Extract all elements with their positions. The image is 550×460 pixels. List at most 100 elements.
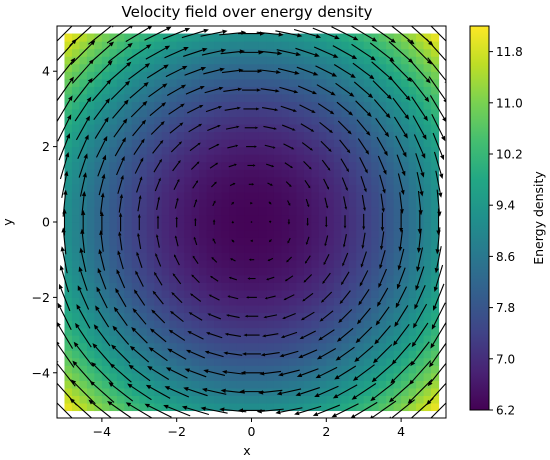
- heatmap-cell: [371, 244, 380, 253]
- quiver-arrow: [90, 60, 113, 83]
- heatmap-cell: [296, 139, 305, 148]
- quiver-arrow: [148, 83, 168, 98]
- heatmap-cell: [206, 116, 215, 125]
- heatmap-cell: [116, 176, 125, 185]
- heatmap-cell: [221, 176, 230, 185]
- heatmap-cell: [386, 78, 395, 87]
- heatmap-cell: [176, 161, 185, 170]
- heatmap-cell: [296, 320, 305, 329]
- heatmap-cell: [139, 56, 148, 65]
- heatmap-cell: [251, 222, 260, 231]
- quiver-arrow: [267, 182, 273, 186]
- quiver-arrow: [355, 326, 373, 344]
- heatmap-cell: [393, 169, 402, 178]
- heatmap-cell: [296, 327, 305, 336]
- heatmap-cell: [71, 335, 81, 344]
- heatmap-cell: [348, 357, 357, 366]
- heatmap-cell: [266, 365, 275, 374]
- heatmap-cell: [363, 342, 372, 351]
- heatmap-cell: [258, 71, 268, 80]
- quiver-arrow: [283, 294, 295, 301]
- quiver-arrow: [395, 286, 408, 309]
- heatmap-cell: [64, 342, 73, 351]
- quiver-arrow: [408, 58, 431, 84]
- heatmap-cell: [206, 380, 215, 389]
- heatmap-cell: [214, 335, 223, 344]
- heatmap-cell: [386, 380, 395, 389]
- heatmap-cell: [101, 214, 110, 223]
- heatmap-cell: [363, 78, 372, 87]
- heatmap-cell: [401, 41, 410, 50]
- heatmap-cell: [281, 93, 290, 102]
- heatmap-cell: [191, 357, 200, 366]
- heatmap-cell: [311, 124, 320, 133]
- heatmap-cell: [124, 184, 133, 193]
- quiver-arrow: [212, 219, 216, 225]
- heatmap-cell: [288, 214, 297, 223]
- heatmap-cell: [131, 154, 140, 163]
- heatmap-cell: [251, 206, 260, 216]
- heatmap-cell: [124, 267, 133, 276]
- quiver-arrow: [134, 157, 144, 174]
- heatmap-cell: [184, 161, 193, 170]
- heatmap-cell: [94, 380, 103, 389]
- quiver-arrow: [430, 402, 446, 418]
- heatmap-cell: [199, 184, 208, 193]
- heatmap-cell: [199, 169, 208, 178]
- heatmap-cell: [154, 297, 163, 306]
- heatmap-cell: [401, 229, 410, 238]
- heatmap-cell: [176, 206, 185, 216]
- heatmap-cell: [191, 222, 200, 231]
- heatmap-cell: [229, 108, 238, 118]
- colorbar-tick-label: 9.4: [496, 199, 515, 213]
- quiver-arrow: [189, 293, 202, 302]
- heatmap-cell: [318, 176, 327, 185]
- quiver-arrow: [332, 45, 358, 60]
- heatmap-cell: [79, 184, 88, 193]
- heatmap-cell: [124, 101, 133, 110]
- heatmap-cell: [221, 350, 230, 359]
- heatmap-cell: [378, 78, 387, 87]
- heatmap-cell: [79, 101, 88, 110]
- heatmap-cell: [281, 350, 290, 359]
- heatmap-cell: [266, 259, 275, 268]
- heatmap-cell: [386, 259, 395, 268]
- heatmap-cell: [356, 365, 365, 374]
- heatmap-cell: [86, 48, 95, 57]
- heatmap-cell: [318, 395, 327, 404]
- heatmap-cell: [393, 199, 402, 208]
- heatmap-cell: [206, 357, 215, 366]
- heatmap-cell: [281, 176, 290, 185]
- heatmap-cell: [236, 161, 245, 170]
- heatmap-cell: [184, 33, 193, 42]
- heatmap-cell: [266, 176, 275, 185]
- quiver-arrow: [377, 155, 387, 175]
- quiver-arrow: [267, 257, 274, 262]
- heatmap-cell: [206, 139, 215, 148]
- quiver-arrow: [413, 303, 428, 329]
- heatmap-cell: [311, 342, 320, 351]
- quiver-arrow: [279, 86, 299, 94]
- heatmap-cell: [356, 342, 365, 351]
- heatmap-cell: [109, 395, 118, 404]
- heatmap-cell: [79, 297, 88, 306]
- quiver-arrow: [168, 103, 185, 115]
- quiver-arrow: [302, 292, 314, 302]
- heatmap-cell: [423, 372, 432, 381]
- heatmap-cell: [161, 214, 170, 223]
- heatmap-cell: [86, 124, 95, 133]
- heatmap-cell: [326, 380, 335, 389]
- quiver-arrow: [226, 314, 240, 319]
- heatmap-cell: [131, 101, 140, 110]
- heatmap-cell: [311, 335, 320, 344]
- heatmap-cell: [378, 116, 387, 125]
- heatmap-cell: [214, 108, 223, 118]
- heatmap-cell: [371, 191, 380, 200]
- heatmap-cell: [64, 199, 73, 208]
- heatmap-cell: [229, 320, 238, 329]
- heatmap-cell: [131, 63, 140, 72]
- heatmap-cell: [273, 199, 283, 208]
- quiver-arrow: [106, 26, 133, 44]
- heatmap-cell: [124, 387, 133, 396]
- heatmap-cell: [356, 86, 365, 95]
